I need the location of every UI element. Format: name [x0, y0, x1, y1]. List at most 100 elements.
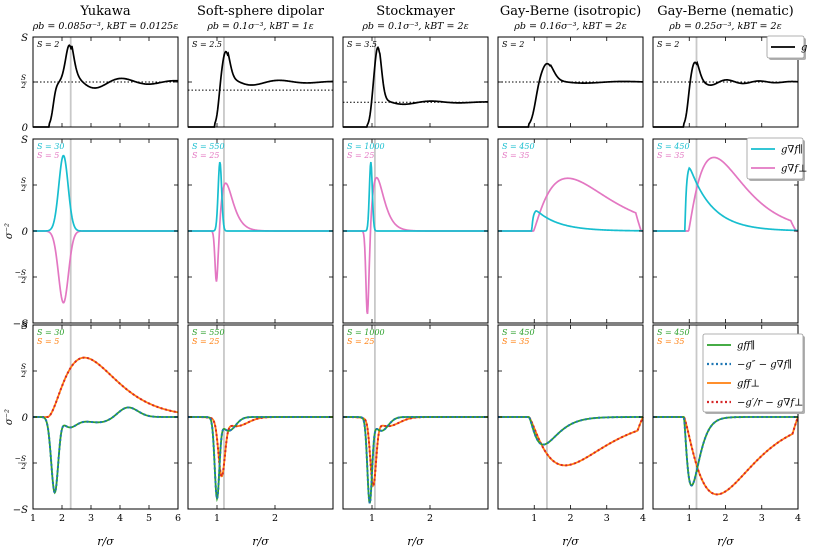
legends: g g∇f∥ g∇f⊥ gff∥ −g″ − g∇f∥ gff⊥ −g′/r − g∇f⊥	[702, 35, 808, 414]
soft-sphere-dipolar-g-scale-label: S = 2.5	[192, 40, 222, 49]
yukawa-ff-perp-line	[33, 356, 179, 418]
legend-ff-rec-par-label: −g″ − g∇f∥	[737, 359, 792, 371]
panel-yukawa-g: S = 2	[32, 36, 179, 128]
panel-stockmayer-g: S = 3.5	[342, 36, 489, 128]
stockmayer-grad-scale-perp: S = 25	[347, 151, 374, 160]
panel-soft-sphere-dipolar-g: S = 2.5	[187, 36, 334, 128]
gay-berne-nematic-grad-scale-perp: S = 35	[657, 151, 684, 160]
yukawa-g-ylabel-half: S	[21, 73, 26, 82]
gay-berne-isotropic-ff-scale-perp: S = 35	[502, 337, 529, 346]
gay-berne-nematic-ff-par-recon	[653, 416, 798, 487]
gay-berne-nematic-ff-scale-par: S = 450	[657, 328, 690, 337]
panel-subtitle-stockmayer: ρb = 0.1σ⁻³, kBT = 2ε	[361, 21, 468, 32]
yukawa-ff-ylabel-neg-half-den: 2	[20, 462, 26, 471]
gay-berne-nematic-ff-par-line	[653, 416, 798, 487]
yukawa-g-line	[33, 44, 179, 128]
panel-subtitle-gay-berne-nematic: ρb = 0.25σ⁻³, kBT = 2ε	[668, 21, 781, 32]
soft-sphere-dipolar-ff-scale-perp: S = 25	[192, 337, 219, 346]
legend-ff-par-label: gff∥	[737, 340, 755, 352]
soft-sphere-dipolar-grad-scale-par: S = 550	[192, 142, 225, 151]
panel-subtitle-yukawa: ρb = 0.085σ⁻³, kBT = 0.0125ε	[32, 21, 179, 32]
legend-ff-box	[702, 333, 804, 413]
yukawa-ff-xtick-label: 3	[88, 513, 94, 524]
yukawa-ff-ylabel-neg: −S	[13, 505, 28, 516]
gay-berne-isotropic-g-line	[498, 62, 644, 128]
yukawa-grad-ylabel-half-den: 2	[20, 184, 26, 193]
yukawa-g-ylabel-half-den: 2	[20, 81, 26, 90]
yukawa-grad-scale-perp: S = 5	[37, 151, 59, 160]
gay-berne-nematic-x-axis-label: r/σ	[717, 535, 734, 548]
gay-berne-nematic-ff-scale-perp: S = 35	[657, 337, 684, 346]
panel-gay-berne-nematic-g: S = 2	[652, 36, 799, 128]
yukawa-ff-ylabel-half: S	[21, 362, 26, 371]
yukawa-ff-xtick-label: 1	[30, 513, 36, 524]
gay-berne-nematic-ff-xtick-label: 4	[795, 513, 801, 524]
yukawa-ff-ylabel-zero: 0	[22, 413, 29, 424]
stockmayer-grad-perp-line	[343, 176, 488, 315]
gay-berne-nematic-ff-xtick-label: 1	[686, 513, 692, 524]
gay-berne-isotropic-ff-scale-par: S = 450	[502, 328, 535, 337]
yukawa-grad-ylabel-neg-half: −S	[15, 268, 26, 277]
gay-berne-isotropic-grad-scale-par: S = 450	[502, 142, 535, 151]
yukawa-ff-xtick-label: 5	[146, 513, 152, 524]
soft-sphere-dipolar-ff-perp-line	[188, 416, 333, 478]
gay-berne-isotropic-grad-perp-line	[498, 177, 643, 232]
yukawa-ff-par-recon	[33, 406, 178, 495]
panel-yukawa-grad: S = 30S = 5	[32, 138, 179, 324]
gay-berne-nematic-grad-par-line	[653, 166, 799, 232]
yukawa-ff-y-axis-label: σ⁻²	[4, 409, 15, 425]
stockmayer-ff-xtick-label: 1	[369, 513, 375, 524]
gay-berne-nematic-ff-perp-line	[653, 416, 799, 496]
stockmayer-g-frame	[342, 36, 489, 128]
stockmayer-x-axis-label: r/σ	[407, 535, 424, 548]
legend-ff-perp-label: gff⊥	[737, 379, 760, 390]
gay-berne-isotropic-g-scale-label: S = 2	[502, 40, 524, 49]
soft-sphere-dipolar-grad-scale-perp: S = 25	[192, 151, 219, 160]
yukawa-grad-y-axis-label: σ⁻²	[4, 223, 15, 239]
soft-sphere-dipolar-x-axis-label: r/σ	[252, 535, 269, 548]
stockmayer-ff-par-line	[343, 416, 488, 504]
yukawa-grad-ylabel-half: S	[21, 176, 26, 185]
panel-subtitle-gay-berne-isotropic: ρb = 0.16σ⁻³, kBT = 2ε	[513, 21, 626, 32]
gay-berne-isotropic-ff-xtick-label: 4	[640, 513, 646, 524]
yukawa-grad-perp-line	[33, 230, 178, 304]
soft-sphere-dipolar-g-line	[188, 50, 334, 128]
yukawa-ff-perp-recon	[33, 356, 179, 418]
soft-sphere-dipolar-ff-xtick-label: 1	[214, 513, 220, 524]
yukawa-grad-ylabel-zero: 0	[22, 227, 29, 238]
stockmayer-ff-scale-par: S = 1000	[347, 328, 385, 337]
gay-berne-nematic-g-line	[653, 60, 799, 128]
yukawa-ff-ylabel-neg-half: −S	[15, 454, 26, 463]
panel-title-gay-berne-nematic: Gay-Berne (nematic)	[657, 4, 793, 19]
panel-yukawa-ff: 1 2 3 4 5 6 S = 30S = 5	[30, 324, 181, 524]
gay-berne-nematic-ff-xtick-label: 3	[759, 513, 765, 524]
soft-sphere-dipolar-grad-perp-line	[188, 182, 333, 282]
stockmayer-g-line	[343, 45, 489, 128]
panel-title-stockmayer: Stockmayer	[376, 4, 455, 19]
gay-berne-nematic-grad-scale-par: S = 450	[657, 142, 690, 151]
panel-title-gay-berne-isotropic: Gay-Berne (isotropic)	[500, 4, 641, 19]
yukawa-ff-scale-par: S = 30	[37, 328, 64, 337]
gay-berne-isotropic-ff-par-recon	[498, 416, 643, 446]
yukawa-g-ylabel-zero: 0	[22, 123, 29, 134]
yukawa-g-ylabel-S: S	[21, 33, 28, 44]
gay-berne-isotropic-ff-xtick-label: 1	[531, 513, 537, 524]
stockmayer-grad-par-line	[343, 161, 488, 232]
soft-sphere-dipolar-grad-par-line	[188, 161, 333, 232]
panel-title-soft-sphere-dipolar: Soft-sphere dipolar	[197, 4, 325, 19]
yukawa-ff-ylabel-half-den: 2	[20, 370, 26, 379]
legend-g-item-label: g	[801, 43, 807, 54]
legend-grad-par-label: g∇f∥	[781, 144, 803, 156]
gay-berne-isotropic-x-axis-label: r/σ	[562, 535, 579, 548]
gay-berne-isotropic-grad-scale-perp: S = 35	[502, 151, 529, 160]
yukawa-grad-ylabel-S: S	[21, 135, 28, 146]
soft-sphere-dipolar-ff-perp-recon	[188, 416, 333, 478]
